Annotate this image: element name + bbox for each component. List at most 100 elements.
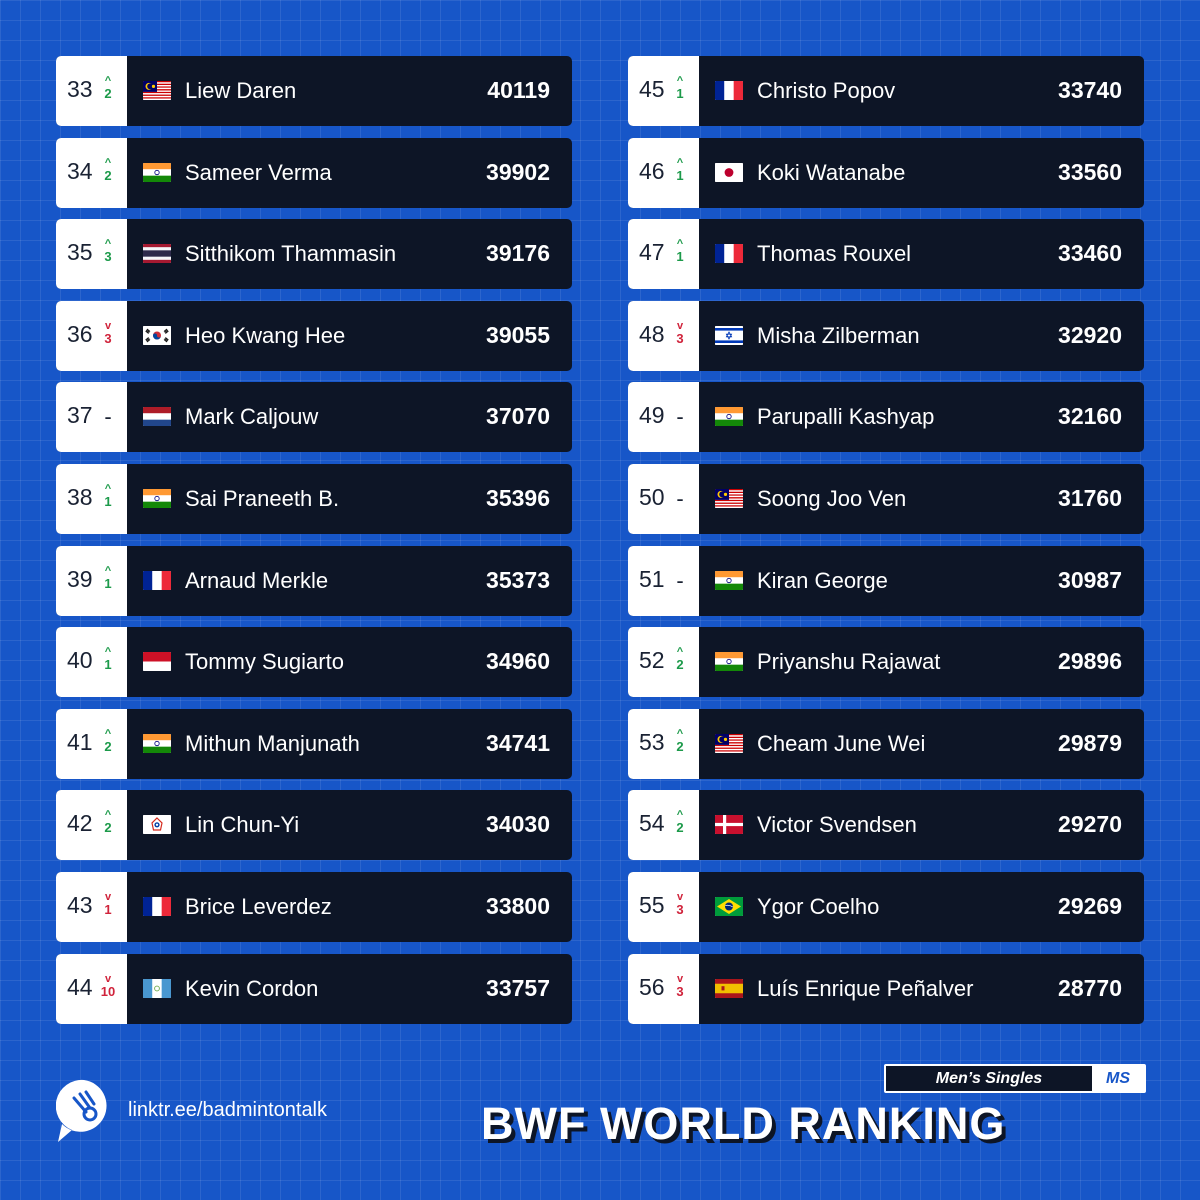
france-flag-icon xyxy=(715,244,743,264)
rank-box: 34 ^ 2 xyxy=(56,137,127,208)
rank-change-value: 10 xyxy=(100,983,116,999)
rank-box: 41 ^ 2 xyxy=(56,708,127,779)
rank-change: ^ 1 xyxy=(100,565,116,596)
rank-change-value: - xyxy=(676,567,684,593)
category-badge: Men’s Singles MS xyxy=(884,1064,1146,1093)
rank-change-value: - xyxy=(104,404,112,430)
rank-change: ^ 2 xyxy=(672,810,688,840)
rank-change-value: 3 xyxy=(676,983,684,999)
rank-box: 40 ^ 1 xyxy=(56,627,127,698)
rank-box: 51- xyxy=(628,545,699,616)
rank-number: 50 xyxy=(639,483,665,510)
category-code: MS xyxy=(1092,1066,1144,1091)
player-name: Tommy Sugiarto xyxy=(185,649,344,675)
indonesia-flag-icon xyxy=(143,652,171,672)
player-name: Heo Kwang Hee xyxy=(185,322,346,348)
rank-box: 56 v 3 xyxy=(628,953,699,1024)
rank-change: - xyxy=(100,402,116,432)
player-name: Mithun Manjunath xyxy=(185,730,360,756)
ranking-row: 50- Soong Joo Ven 31760 xyxy=(628,463,1144,534)
player-name: Victor Svendsen xyxy=(757,812,917,838)
malaysia-flag-icon xyxy=(715,733,743,753)
ranking-row: 51- Kiran George 30987 xyxy=(628,545,1144,616)
chevron-down-icon: v xyxy=(104,972,112,985)
rank-box: 49- xyxy=(628,382,699,453)
rank-change: ^ 2 xyxy=(100,76,116,106)
rank-change: ^ 1 xyxy=(100,647,116,677)
rank-number: 48 xyxy=(639,320,665,347)
rank-number: 36 xyxy=(67,320,93,347)
ranking-points: 29270 xyxy=(1058,811,1122,838)
chevron-up-icon: ^ xyxy=(104,809,112,822)
player-name: Ygor Coelho xyxy=(757,893,880,919)
rank-change-value: - xyxy=(676,404,684,430)
chevron-up-icon: ^ xyxy=(676,156,684,169)
chevron-up-icon: ^ xyxy=(676,646,684,659)
ranking-row: 49- Parupalli Kashyap 32160 xyxy=(628,382,1144,453)
india-flag-icon xyxy=(143,162,171,182)
rank-change: ^ 2 xyxy=(100,157,116,188)
ranking-row: 37- Mark Caljouw 37070 xyxy=(56,382,572,453)
player-name: Kiran George xyxy=(757,567,888,593)
rank-box: 45 ^ 1 xyxy=(628,56,699,126)
malaysia-flag-icon xyxy=(143,81,171,100)
ranking-row: 56 v 3 Luís Enrique Peñalver 28770 xyxy=(628,953,1144,1024)
ranking-row: 42 ^ 2 Lin Chun-Yi 34030 xyxy=(56,790,572,861)
chevron-up-icon: ^ xyxy=(676,75,684,87)
thailand-flag-icon xyxy=(143,244,171,264)
rank-number: 45 xyxy=(639,76,665,102)
ranking-row: 39 ^ 1 Arnaud Merkle 35373 xyxy=(56,545,572,616)
rank-box: 53 ^ 2 xyxy=(628,708,699,779)
chevron-up-icon: ^ xyxy=(676,727,684,740)
rank-number: 47 xyxy=(639,239,665,266)
player-name: Arnaud Merkle xyxy=(185,567,329,593)
player-name: Kevin Cordon xyxy=(185,975,319,1001)
chevron-up-icon: ^ xyxy=(104,727,112,740)
chinese-taipei-flag-icon xyxy=(143,815,171,835)
rank-box: 47 ^ 1 xyxy=(628,219,699,290)
rank-change: - xyxy=(672,566,688,596)
player-name: Sai Praneeth B. xyxy=(185,485,340,511)
player-name: Parupalli Kashyap xyxy=(757,404,935,430)
rank-change-value: 2 xyxy=(104,86,112,101)
rank-number: 53 xyxy=(639,728,665,755)
rank-number: 38 xyxy=(67,483,93,510)
ranking-points: 30987 xyxy=(1058,566,1122,593)
rank-number: 46 xyxy=(639,157,665,184)
rank-number: 42 xyxy=(67,810,93,837)
rank-number: 43 xyxy=(67,891,93,918)
ranking-points: 40119 xyxy=(487,77,550,103)
rank-change: ^ 1 xyxy=(672,239,688,269)
rank-box: 43 v 1 xyxy=(56,871,127,942)
chevron-up-icon: ^ xyxy=(104,75,112,87)
rank-number: 39 xyxy=(67,565,93,592)
india-flag-icon xyxy=(715,570,743,590)
player-name: Christo Popov xyxy=(757,78,896,103)
rank-box: 38 ^ 1 xyxy=(56,463,127,534)
rank-box: 52 ^ 2 xyxy=(628,627,699,698)
chevron-down-icon: v xyxy=(104,319,112,332)
india-flag-icon xyxy=(143,488,171,508)
ranking-points: 39176 xyxy=(486,240,550,267)
chevron-up-icon: ^ xyxy=(676,238,684,251)
ranking-row: 55 v 3 Ygor Coelho 29269 xyxy=(628,871,1144,942)
ranking-points: 37070 xyxy=(486,403,550,430)
player-name: Lin Chun-Yi xyxy=(185,812,300,838)
rank-change: ^ 1 xyxy=(672,76,688,106)
rank-box: 50- xyxy=(628,463,699,534)
linktree-link[interactable]: linktr.ee/badmintontalk xyxy=(128,1099,328,1121)
chevron-down-icon: v xyxy=(676,890,684,903)
rank-change-value: 1 xyxy=(676,86,684,101)
shuttlecock-logo-icon xyxy=(55,1076,112,1144)
rank-box: 36 v 3 xyxy=(56,300,127,371)
ranking-row: 40 ^ 1 Tommy Sugiarto 34960 xyxy=(56,627,572,698)
ranking-row: 47 ^ 1 Thomas Rouxel 33460 xyxy=(628,219,1144,290)
ranking-row: 33 ^ 2 Liew Daren 40119 xyxy=(56,56,572,126)
rank-box: 48 v 3 xyxy=(628,300,699,371)
rank-box: 35 ^ 3 xyxy=(56,219,127,290)
rank-box: 42 ^ 2 xyxy=(56,790,127,861)
